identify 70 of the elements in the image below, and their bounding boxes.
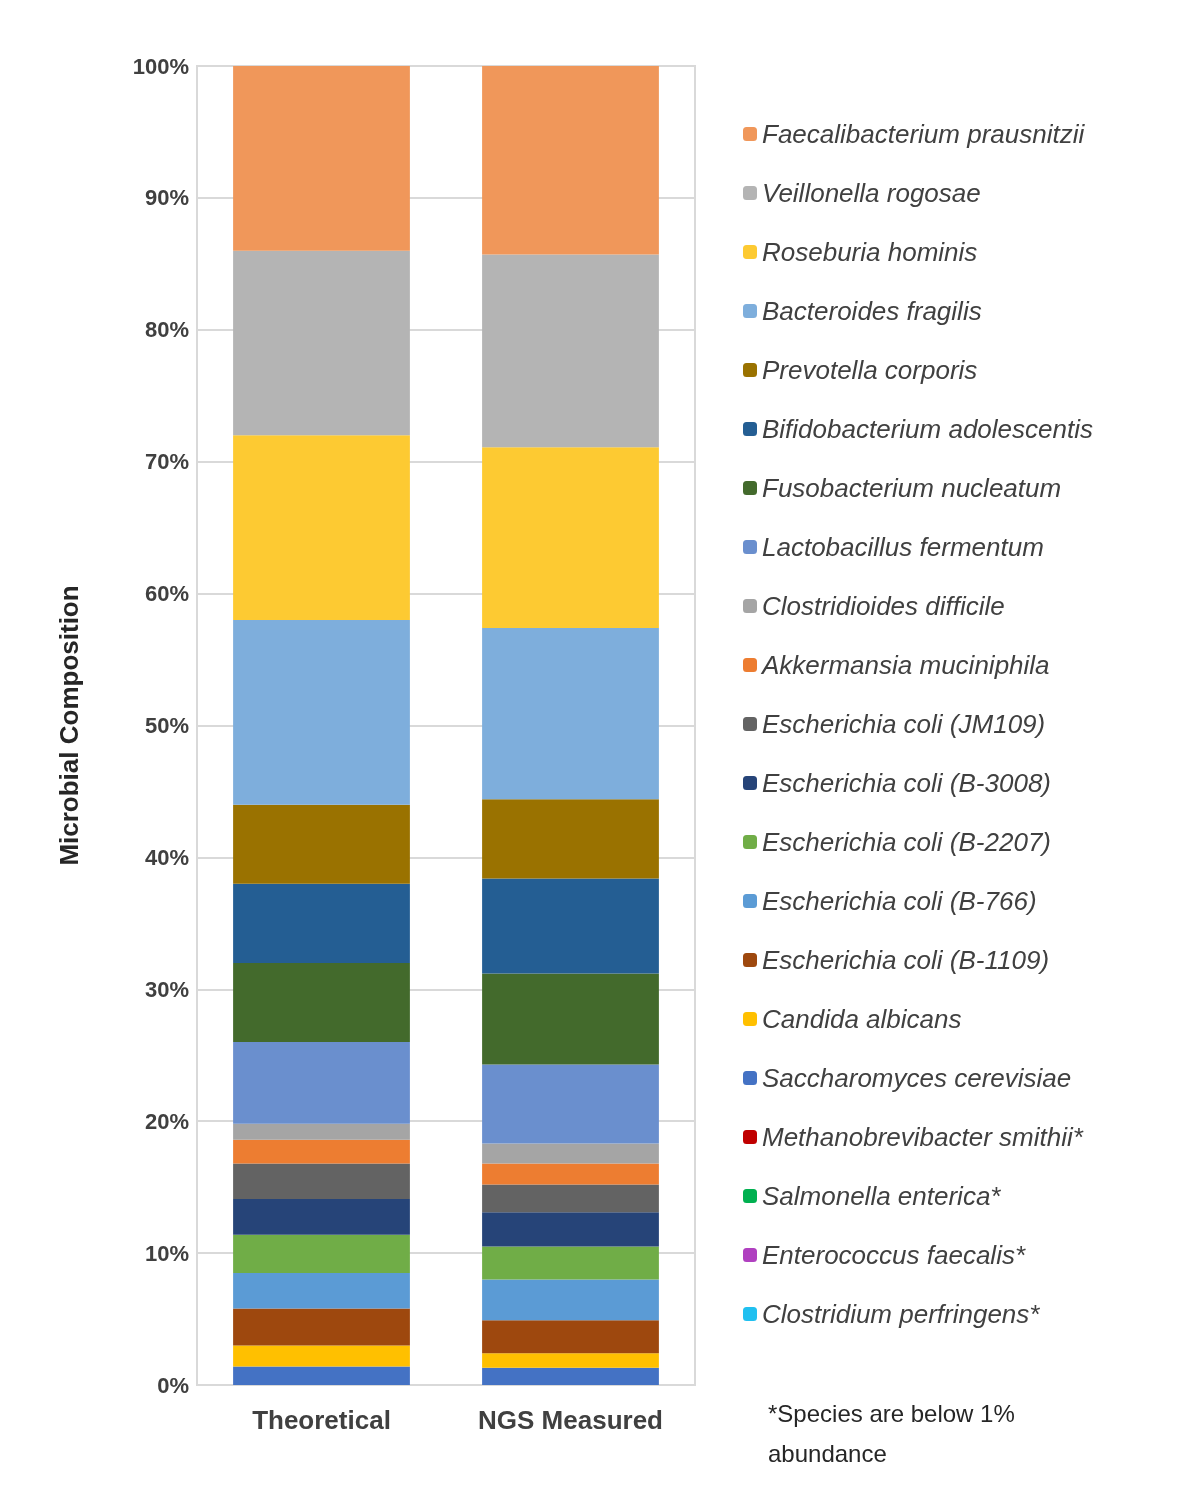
legend-label: Escherichia coli (B-766) xyxy=(762,886,1037,916)
bar xyxy=(233,1163,410,1200)
legend-label: Methanobrevibacter smithii* xyxy=(762,1122,1084,1152)
bar xyxy=(233,962,410,1043)
bar xyxy=(233,66,410,251)
legend-label: Escherichia coli (B-1109) xyxy=(762,945,1050,975)
y-tick-label: 80% xyxy=(144,317,189,343)
bar xyxy=(482,1320,659,1354)
bar xyxy=(233,1042,410,1124)
bar xyxy=(482,627,659,800)
legend-label: Escherichia coli (JM109) xyxy=(762,709,1046,739)
bar xyxy=(482,1367,659,1385)
y-tick-label: 60% xyxy=(144,581,189,607)
y-tick-label: 0% xyxy=(157,1372,189,1398)
legend-label: Enterococcus faecalis* xyxy=(762,1240,1026,1270)
bar xyxy=(233,619,410,805)
bar xyxy=(482,66,659,255)
y-tick-label: 100% xyxy=(132,53,189,79)
bar xyxy=(233,1308,410,1346)
bar xyxy=(233,1272,410,1309)
y-tick-label: 30% xyxy=(144,976,189,1002)
y-tick-label: 10% xyxy=(144,1240,189,1266)
legend-label: Clostridium perfringens* xyxy=(762,1299,1041,1329)
legend-label: Faecalibacterium prausnitzii xyxy=(762,119,1086,149)
legend-label: Candida albicans xyxy=(762,1004,962,1034)
bar xyxy=(233,1139,410,1164)
legend-label: Clostridioides difficile xyxy=(762,591,1005,621)
bar xyxy=(482,1279,659,1321)
bar xyxy=(482,878,659,974)
bar xyxy=(482,254,659,448)
bar xyxy=(482,973,659,1065)
legend-label: Fusobacterium nucleatum xyxy=(762,473,1062,503)
bar xyxy=(233,250,410,436)
legend-label: Escherichia coli (B-3008) xyxy=(762,768,1052,798)
y-tick-label: 20% xyxy=(144,1108,189,1134)
legend-label: Bifidobacterium adolescentis xyxy=(762,414,1093,444)
bar xyxy=(233,1366,410,1385)
bar xyxy=(482,1163,659,1185)
legend-label: Akkermansia muciniphila xyxy=(760,650,1050,680)
bar xyxy=(482,447,659,628)
bar xyxy=(233,883,410,963)
bar xyxy=(482,1246,659,1280)
x-tick-label: Theoretical xyxy=(252,1405,391,1435)
legend-label: Salmonella enterica* xyxy=(762,1181,1002,1211)
legend-label: Roseburia hominis xyxy=(762,237,978,267)
bar xyxy=(482,1353,659,1368)
bar xyxy=(233,1123,410,1140)
legend-label: Bacteroides fragilis xyxy=(762,296,982,326)
y-tick-label: 90% xyxy=(144,185,189,211)
bar xyxy=(482,799,659,879)
bar xyxy=(482,1143,659,1164)
x-tick-label: NGS Measured xyxy=(478,1405,663,1435)
bar xyxy=(482,1184,659,1213)
y-tick-label: 70% xyxy=(144,449,189,475)
y-tick-label: 40% xyxy=(144,844,189,870)
bar xyxy=(233,435,410,620)
y-axis-title: Microbial Composition xyxy=(54,585,84,866)
bar xyxy=(233,1345,410,1367)
legend-label: Lactobacillus fermentum xyxy=(762,532,1044,562)
legend-label: Veillonella rogosae xyxy=(762,178,981,208)
text: *Species are below 1% abundance xyxy=(768,1399,1022,1467)
legend-label: Saccharomyces cerevisiae xyxy=(762,1063,1072,1093)
bar xyxy=(233,1199,410,1235)
y-tick-label: 50% xyxy=(144,713,189,738)
legend-label: Prevotella corporis xyxy=(762,355,978,385)
bar xyxy=(233,804,410,884)
bar xyxy=(482,1064,659,1144)
bar xyxy=(482,1212,659,1247)
bar xyxy=(233,1234,410,1273)
legend-label: Escherichia coli (B-2207) xyxy=(762,827,1052,857)
